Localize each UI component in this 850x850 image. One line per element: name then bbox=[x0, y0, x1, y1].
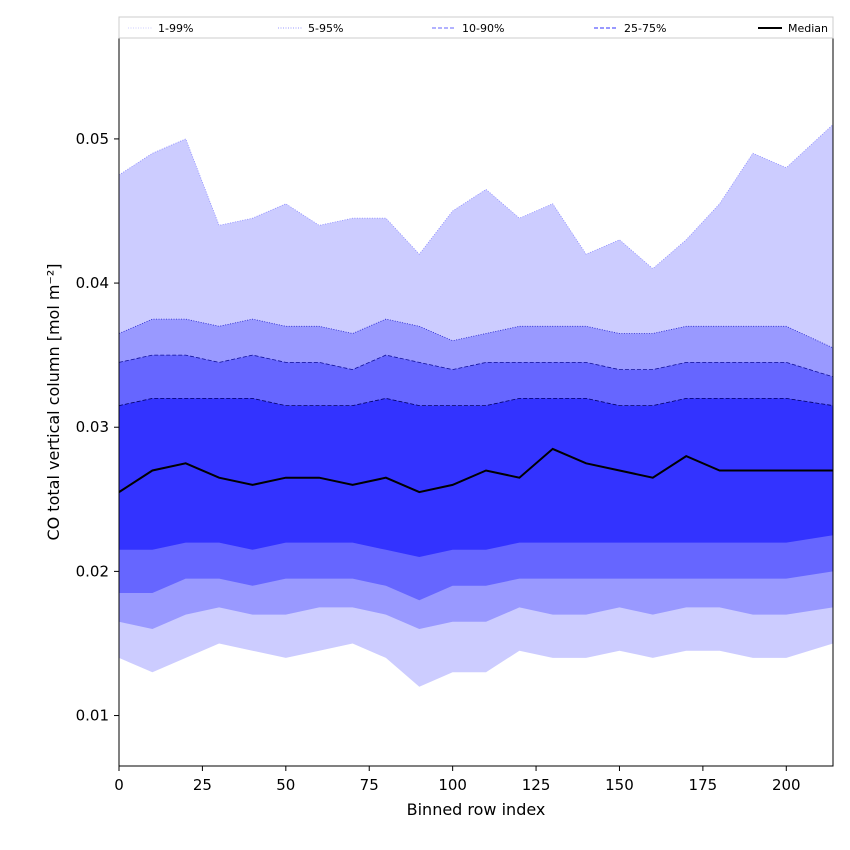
band-edge-25-75 bbox=[119, 397, 833, 406]
legend-frame bbox=[118, 16, 834, 39]
legend-item-10-90: 10-90% bbox=[432, 22, 504, 35]
x-tick-label: 175 bbox=[689, 776, 718, 794]
y-tick-label: 0.02 bbox=[76, 562, 109, 580]
x-tick-label: 100 bbox=[438, 776, 467, 794]
series-line-median bbox=[119, 447, 833, 494]
y-tick-label: 0.01 bbox=[76, 707, 109, 725]
y-tick-label: 0.05 bbox=[76, 130, 109, 148]
legend-label: Median bbox=[788, 22, 828, 35]
x-tick-label: 150 bbox=[605, 776, 634, 794]
band-edge-1-99 bbox=[119, 124, 833, 270]
y-axis: 0.01 0.02 0.03 0.04 0.05 bbox=[76, 130, 119, 725]
x-tick-label: 75 bbox=[360, 776, 379, 794]
legend-label: 5-95% bbox=[308, 22, 343, 35]
x-axis: 0 25 50 75 100 125 150 175 200 bbox=[114, 766, 801, 794]
band-edge-5-95 bbox=[119, 318, 833, 349]
x-axis-label: Binned row index bbox=[407, 800, 546, 819]
y-tick-label: 0.03 bbox=[76, 418, 109, 436]
legend: 1-99% 5-95% 10-90% 25-75% Median bbox=[118, 16, 834, 39]
x-tick-label: 125 bbox=[522, 776, 551, 794]
x-tick-label: 0 bbox=[114, 776, 124, 794]
legend-item-median: Median bbox=[758, 22, 828, 35]
band-edge-10-90 bbox=[119, 354, 833, 378]
y-tick-label: 0.04 bbox=[76, 274, 109, 292]
legend-label: 1-99% bbox=[158, 22, 193, 35]
x-tick-label: 200 bbox=[772, 776, 801, 794]
percentile-lines bbox=[119, 124, 833, 494]
legend-label: 10-90% bbox=[462, 22, 504, 35]
y-axis-label: CO total vertical column [mol m⁻²] bbox=[44, 263, 63, 540]
band-25-75 bbox=[119, 398, 833, 557]
legend-item-5-95: 5-95% bbox=[278, 22, 343, 35]
x-tick-label: 25 bbox=[193, 776, 212, 794]
legend-item-25-75: 25-75% bbox=[594, 22, 666, 35]
x-tick-label: 50 bbox=[276, 776, 295, 794]
legend-item-1-99: 1-99% bbox=[128, 22, 193, 35]
legend-label: 25-75% bbox=[624, 22, 666, 35]
